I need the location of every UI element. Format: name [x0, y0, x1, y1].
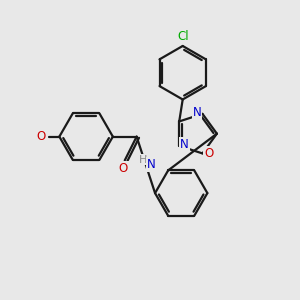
Text: O: O	[36, 130, 45, 143]
Text: O: O	[204, 147, 214, 160]
Text: O: O	[118, 162, 128, 175]
Text: H: H	[139, 154, 148, 164]
Text: N: N	[147, 158, 156, 171]
Text: Cl: Cl	[177, 30, 188, 43]
Text: N: N	[193, 106, 202, 119]
Text: N: N	[180, 138, 189, 151]
